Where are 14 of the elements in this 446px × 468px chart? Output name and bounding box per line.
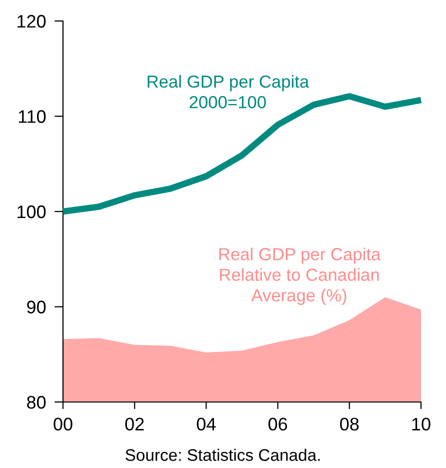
y-tick-label: 120 xyxy=(18,14,46,28)
series-label: Real GDP per Capita Relative to Canadian Average (%) xyxy=(219,248,381,305)
y-tick-label: 110 xyxy=(18,110,46,123)
source-note: Source: Statistics Canada. xyxy=(126,448,320,461)
y-tick-label: 90 xyxy=(27,300,46,314)
y-tick-label: 80 xyxy=(27,396,46,409)
x-tick-label: 06 xyxy=(268,418,288,431)
x-tick-label: 08 xyxy=(340,418,359,431)
series-label: Real GDP per Capita 2000=100 xyxy=(148,75,310,108)
x-tick-label: 04 xyxy=(196,418,216,431)
x-tick-label: 10 xyxy=(412,418,430,431)
y-tick-label: 100 xyxy=(18,205,46,218)
x-tick-label: 00 xyxy=(54,418,72,431)
x-tick-label: 02 xyxy=(125,418,144,431)
